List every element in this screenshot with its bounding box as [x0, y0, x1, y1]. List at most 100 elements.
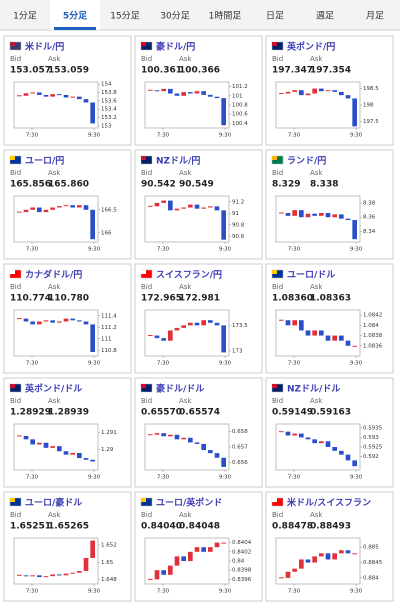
candle	[332, 335, 337, 341]
ask-value: 165.860	[48, 180, 89, 190]
candle	[339, 450, 344, 455]
tab-label[interactable]: 15分足	[110, 11, 139, 22]
candle	[50, 320, 55, 323]
pair-name[interactable]: 米ドル/スイスフラン	[286, 497, 371, 509]
y-tick-label: 1.65	[101, 560, 114, 566]
pair-name[interactable]: 英ポンド/ドル	[24, 383, 82, 395]
tab-label[interactable]: 30分足	[160, 11, 189, 22]
tab[interactable]: 1時間足	[209, 11, 242, 22]
tab-label[interactable]: 5分足	[63, 10, 88, 22]
candle	[299, 559, 304, 569]
y-tick-label: 0.84	[232, 559, 245, 565]
ask-value: 1.28939	[48, 408, 89, 418]
pair-name[interactable]: スイスフラン/円	[156, 270, 222, 281]
ask-value: 0.88493	[310, 522, 351, 532]
ask-value: 153.059	[48, 66, 89, 76]
tab-label[interactable]: 週足	[316, 11, 334, 22]
tab-label[interactable]: 1時間足	[209, 11, 242, 22]
ask-value: 100.366	[179, 66, 220, 76]
tab[interactable]: 週足	[316, 11, 334, 22]
candle	[70, 572, 75, 574]
bid-label: Bid	[141, 169, 152, 177]
candle	[148, 89, 153, 91]
y-tick-label: 0.656	[232, 460, 248, 466]
pair-name[interactable]: ユーロ/ドル	[287, 270, 335, 281]
bid-label: Bid	[141, 511, 152, 519]
y-tick-label: 0.5935	[363, 425, 383, 431]
plot-frame	[13, 309, 99, 357]
y-tick-label: 0.885	[363, 545, 379, 551]
pair-name[interactable]: 豪ドル/ドル	[156, 383, 204, 395]
y-tick-label: 153.4	[101, 107, 117, 113]
pair-name[interactable]: ユーロ/豪ドル	[25, 497, 82, 509]
pair-name[interactable]: ランド/円	[287, 156, 326, 167]
tab[interactable]: 15分足	[110, 11, 139, 22]
y-tick-label: 90.6	[232, 234, 245, 240]
x-tick-label: 7:30	[26, 247, 39, 253]
tab-label[interactable]: 月足	[366, 11, 384, 22]
pair-name[interactable]: NZドル/円	[156, 156, 200, 167]
y-tick-label: 198	[363, 103, 374, 109]
tab-label[interactable]: 1分足	[13, 11, 37, 22]
candle	[325, 212, 331, 218]
bid-label: Bid	[141, 283, 152, 291]
candle	[43, 209, 49, 213]
candle	[37, 575, 42, 578]
candle	[161, 338, 166, 341]
rate-panel[interactable]: ランド/円 Bid Ask 8.329 8.338 8.34 8.36 8.38 7:30 9:3…	[265, 149, 394, 260]
pair-name[interactable]: ユーロ/円	[25, 156, 64, 167]
candle	[299, 320, 304, 331]
candle	[325, 441, 331, 447]
tab[interactable]: 日足	[266, 11, 284, 22]
y-tick-label: 198.5	[363, 86, 379, 92]
pair-name[interactable]: 豪ドル/円	[156, 41, 195, 53]
x-tick-label: 7:30	[288, 247, 301, 253]
y-tick-label: 0.5925	[363, 445, 383, 451]
candle	[285, 571, 291, 578]
y-tick-label: 173	[232, 348, 243, 354]
plot-frame	[144, 309, 230, 357]
candle	[161, 433, 166, 437]
ask-label: Ask	[310, 55, 323, 63]
candle	[299, 433, 304, 438]
pair-name[interactable]: カナダドル/円	[25, 269, 82, 281]
pair-name[interactable]: ユーロ/英ポンド	[156, 497, 222, 509]
tab[interactable]: 5分足	[50, 0, 100, 30]
flag-detail	[272, 384, 277, 388]
candle	[30, 92, 35, 94]
y-tick-label: 1.291	[101, 430, 117, 436]
y-tick-label: 91.2	[232, 199, 244, 205]
bid-value: 0.65570	[141, 408, 182, 418]
candle	[90, 102, 95, 124]
pair-name[interactable]: NZドル/ドル	[287, 384, 340, 395]
tab[interactable]: 30分足	[160, 11, 189, 22]
tab[interactable]: 月足	[366, 11, 384, 22]
candle	[43, 576, 49, 578]
pair-name[interactable]: 英ポンド/円	[286, 41, 335, 53]
x-tick-label: 7:30	[288, 589, 301, 595]
y-tick-label: 0.592	[363, 454, 379, 460]
ask-label: Ask	[48, 283, 61, 291]
y-tick-label: 111	[101, 336, 112, 342]
tab-label[interactable]: 日足	[266, 11, 284, 22]
pair-name[interactable]: 米ドル/円	[24, 41, 64, 53]
candle	[305, 213, 311, 218]
candle	[168, 565, 173, 575]
candle	[70, 96, 75, 98]
tab[interactable]: 1分足	[13, 11, 37, 22]
active-tab-underline	[54, 27, 96, 30]
